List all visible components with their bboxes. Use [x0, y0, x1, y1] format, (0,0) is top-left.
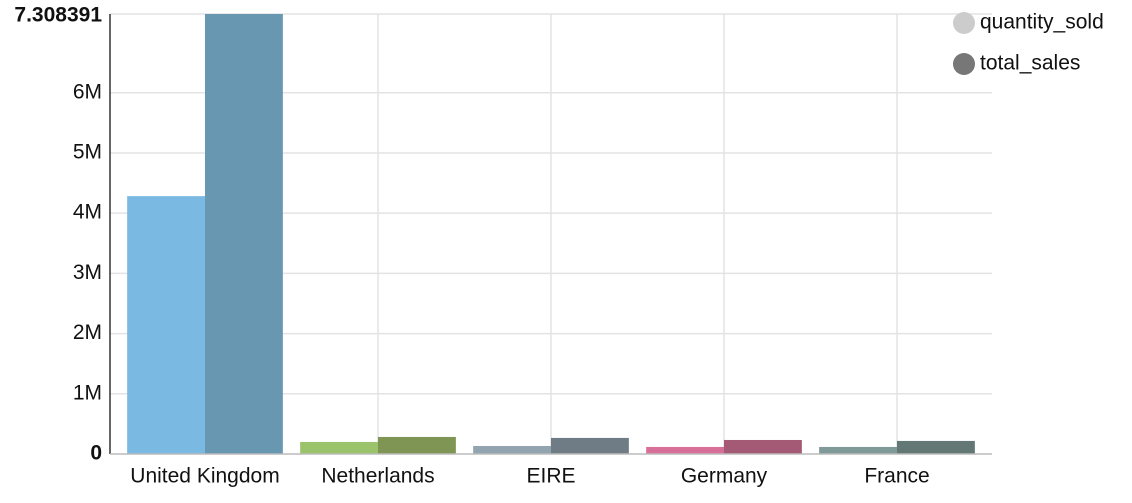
y-tick-label: 4M: [73, 201, 102, 224]
bar: [473, 445, 551, 454]
legend-label[interactable]: total_sales: [980, 52, 1080, 75]
y-tick-label: 2M: [73, 321, 102, 344]
bar: [378, 436, 456, 454]
bar: [819, 446, 897, 454]
y-tick-label: 7.308391: [14, 4, 102, 27]
y-tick-label: 3M: [73, 261, 102, 284]
y-tick-label: 1M: [73, 381, 102, 404]
legend-marker[interactable]: [953, 53, 975, 75]
legend-label[interactable]: quantity_sold: [980, 11, 1104, 34]
y-tick-label: 6M: [73, 80, 102, 103]
bar: [205, 14, 283, 454]
x-tick-label: EIRE: [526, 465, 575, 488]
bar: [127, 196, 205, 454]
x-tick-label: United Kingdom: [130, 465, 279, 488]
y-tick-label: 5M: [73, 141, 102, 164]
bar: [646, 446, 724, 454]
x-tick-label: France: [864, 465, 929, 488]
bar: [724, 439, 802, 454]
bar: [551, 437, 629, 454]
bar: [897, 440, 975, 454]
x-tick-label: Germany: [681, 465, 768, 488]
x-tick-label: Netherlands: [321, 465, 434, 488]
y-tick-label: 0: [90, 442, 102, 465]
legend-marker[interactable]: [953, 12, 975, 34]
bar: [300, 441, 378, 454]
